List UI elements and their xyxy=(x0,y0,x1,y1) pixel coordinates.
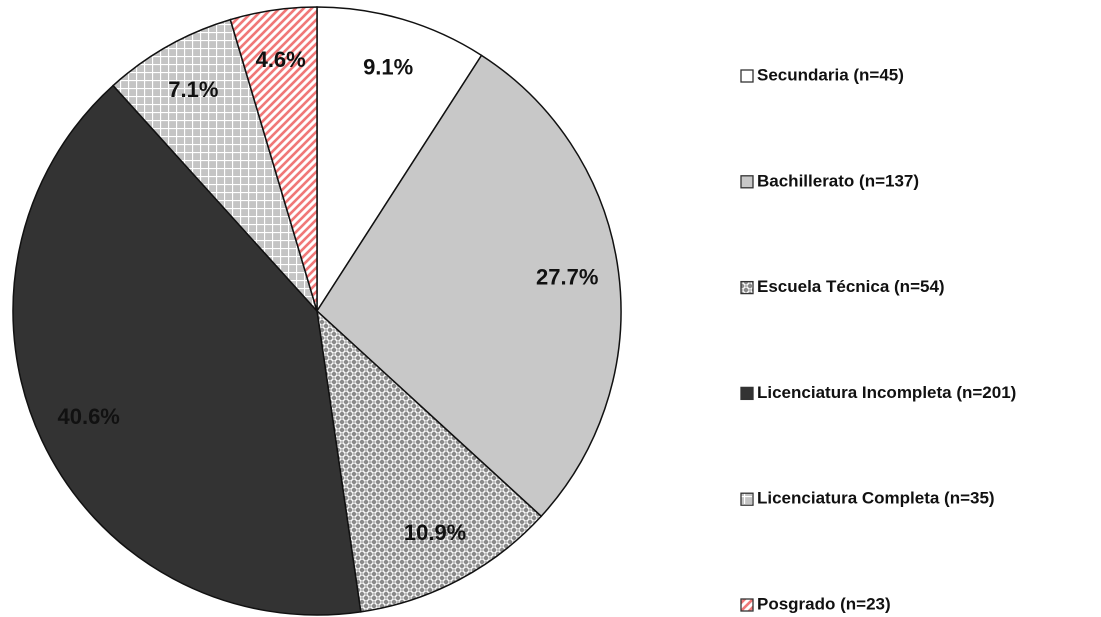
legend-swatch xyxy=(740,492,754,506)
legend-label: Secundaria (n=45) xyxy=(757,65,904,84)
slice-label: 9.1% xyxy=(363,55,413,80)
legend-label: Posgrado (n=23) xyxy=(757,594,891,613)
legend-swatch xyxy=(740,386,754,401)
pie-slice xyxy=(316,54,622,518)
pie-slice xyxy=(112,18,318,312)
legend-swatch xyxy=(740,598,754,612)
slice-label: 4.6% xyxy=(256,47,306,72)
legend-label: Bachillerato (n=137) xyxy=(757,171,919,190)
pie-slice xyxy=(12,84,362,616)
legend-swatch xyxy=(740,69,754,83)
pie-slice xyxy=(316,6,483,314)
slice-label: 10.9% xyxy=(404,520,466,545)
legend-swatch xyxy=(740,175,754,189)
legend-swatch xyxy=(740,280,754,295)
pie-slice xyxy=(229,6,318,312)
pie-slice xyxy=(315,309,543,613)
legend-label: Licenciatura Incompleta (n=201) xyxy=(757,383,1016,402)
slice-label: 40.6% xyxy=(57,404,119,429)
slice-label: 7.1% xyxy=(168,77,218,102)
legend-label: Licenciatura Completa (n=35) xyxy=(757,489,995,508)
slice-label: 27.7% xyxy=(536,264,598,289)
legend-label: Escuela Técnica (n=54) xyxy=(757,277,945,296)
